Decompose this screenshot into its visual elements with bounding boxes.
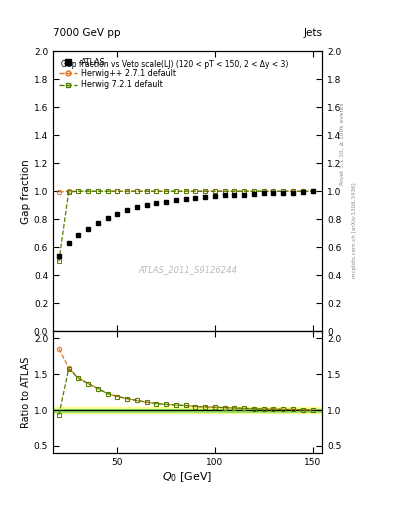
Y-axis label: Ratio to ATLAS: Ratio to ATLAS	[21, 356, 31, 428]
Text: Gap fraction vs Veto scale(LJ) (120 < pT < 150, 2 < Δy < 3): Gap fraction vs Veto scale(LJ) (120 < pT…	[61, 59, 288, 69]
Legend: ATLAS, Herwig++ 2.7.1 default, Herwig 7.2.1 default: ATLAS, Herwig++ 2.7.1 default, Herwig 7.…	[57, 55, 179, 92]
Text: ATLAS_2011_S9126244: ATLAS_2011_S9126244	[138, 265, 237, 274]
Bar	[53, 409, 322, 412]
Text: Rivet 3.1.10, ≥ 100k events: Rivet 3.1.10, ≥ 100k events	[340, 102, 345, 185]
X-axis label: $Q_0$ [GeV]: $Q_0$ [GeV]	[162, 470, 213, 483]
Bar	[53, 407, 322, 413]
Text: mcplots.cern.ch [arXiv:1306.3436]: mcplots.cern.ch [arXiv:1306.3436]	[352, 183, 357, 278]
Text: Jets: Jets	[303, 28, 322, 38]
Y-axis label: Gap fraction: Gap fraction	[21, 159, 31, 224]
Text: 7000 GeV pp: 7000 GeV pp	[53, 28, 121, 38]
